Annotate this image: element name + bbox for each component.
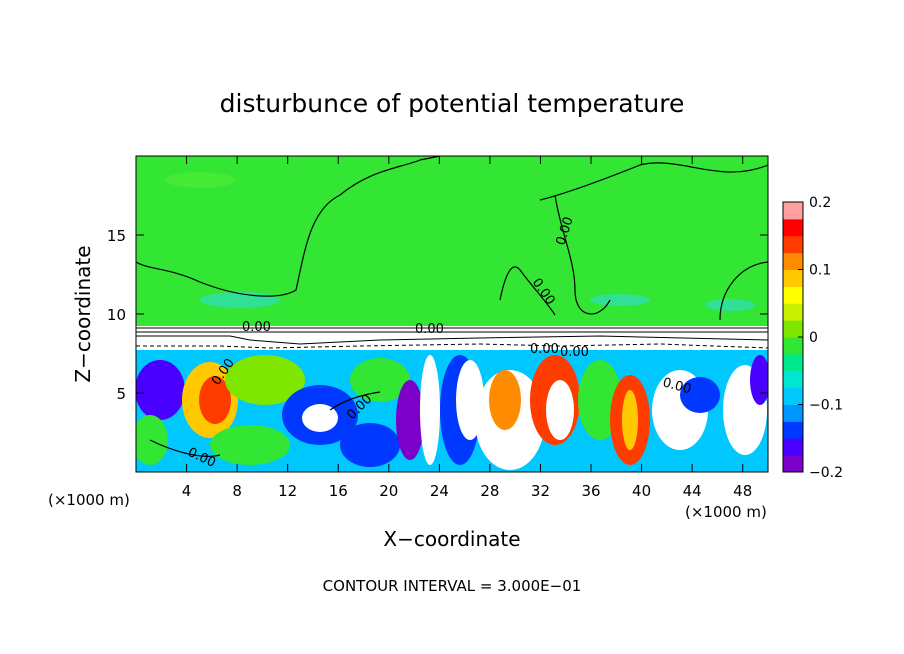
y-tick-label: 10 [107,306,126,324]
colorbar-segment [783,320,803,338]
colorbar-segment [783,421,803,439]
colorbar-tick-label: 0 [809,330,818,346]
x-tick-label: 24 [430,482,449,500]
field-patch [705,299,755,311]
layer-contour [136,335,768,345]
colorbar-segment [783,387,803,405]
zero-contour [329,391,381,411]
x-axis: 4 8 12 16 20 24 28 32 36 40 44 48 [182,156,752,500]
bl-eddy [680,377,720,413]
bl-eddy [210,425,290,465]
colorbar-segment [783,370,803,389]
x-unit-right: (×1000 m) [685,503,767,521]
bl-eddy [199,376,231,424]
contour-labels: 0.00 0.00 0.00 0.00 0.00 0.00 0.00 0.00 … [185,215,693,471]
contour-label: 0.00 [560,345,589,360]
y-axis: 5 10 15 [107,227,768,403]
x-tick-label: 8 [232,482,242,500]
x-tick-label: 20 [379,482,398,500]
zero-contour [719,261,768,321]
x-axis-label: X−coordinate [383,527,520,551]
zero-contour [499,266,556,316]
chart-title: disturbunce of potential temperature [220,89,685,118]
colorbar-tick-label: −0.1 [809,398,843,414]
x-tick-label: 44 [683,482,702,500]
bl-eddy [420,355,440,465]
x-tick-label: 16 [329,482,348,500]
contour-label: 0.00 [242,320,271,335]
x-tick-label: 36 [581,482,600,500]
bl-eddy [396,380,424,460]
colorbar-tick-label: 0.2 [809,195,831,211]
bl-eddy [622,390,638,450]
x-tick-label: 4 [182,482,192,500]
zero-contour [136,156,441,297]
colorbar: 0.2 0.1 0 −0.1 −0.2 [782,195,843,481]
stable-layer-contours [136,327,768,349]
zero-contour [554,194,611,315]
y-tick-label: 15 [107,227,126,245]
colorbar-segment [783,252,803,270]
colorbar-segment [783,286,803,304]
x-tick-label: 32 [531,482,550,500]
contour-interval-note: CONTOUR INTERVAL = 3.000E−01 [323,577,582,595]
x-tick-label: 40 [632,482,651,500]
colorbar-segment [783,404,803,422]
field-patch [200,292,280,308]
y-tick-label: 5 [116,385,126,403]
colorbar-segment [783,235,803,254]
bl-eddy [750,355,768,405]
colorbar-segment [783,455,803,473]
bl-eddy [225,355,305,405]
colorbar-tick-label: −0.2 [809,465,843,481]
bl-eddy [136,360,185,420]
plot-area: 0.00 0.00 0.00 0.00 0.00 0.00 0.00 0.00 … [136,156,768,472]
contour-label: 0.00 [415,322,444,337]
contour-lines [136,156,768,457]
x-tick-label: 48 [733,482,752,500]
bl-eddy [489,370,521,430]
colorbar-tick-label: 0.1 [809,263,831,279]
y-axis-label: Z−coordinate [71,245,95,382]
layer-contour [136,343,768,349]
boundary-layer [136,350,768,472]
colorbar-segment [783,438,803,456]
colorbar-segment [783,269,803,287]
bl-eddy [136,415,168,465]
field-patch [590,294,650,306]
x-tick-label: 28 [480,482,499,500]
bl-eddy [350,358,410,402]
colorbar-segment [783,202,803,220]
contour-label: 0.00 [530,342,559,357]
x-tick-label: 12 [278,482,297,500]
field-patch [165,172,235,188]
zero-contour [149,439,221,457]
bl-eddy [302,404,338,432]
colorbar-segment [783,353,803,372]
colorbar-segment [783,218,803,237]
colorbar-segment [783,337,803,355]
bl-eddy [546,380,574,440]
colorbar-segment [783,303,803,321]
x-unit-left: (×1000 m) [48,491,130,509]
contour-label: 0.00 [661,375,693,397]
zero-contour [539,162,768,201]
bl-eddy [340,423,400,467]
